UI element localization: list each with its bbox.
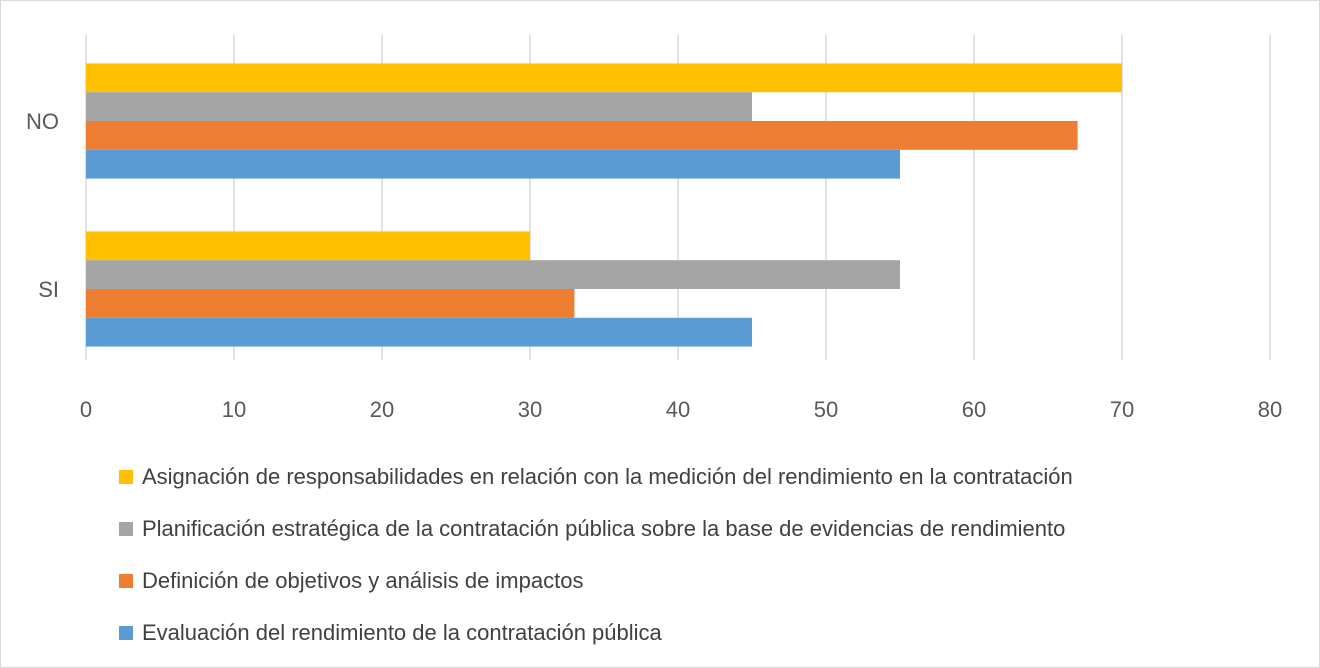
x-tick-label: 20: [370, 397, 394, 422]
legend-item: Evaluación del rendimiento de la contrat…: [119, 607, 1073, 659]
x-tick-label: 30: [518, 397, 542, 422]
y-category-label: NO: [26, 109, 59, 134]
x-tick-label: 10: [222, 397, 246, 422]
legend-item: Definición de objetivos y análisis de im…: [119, 555, 1073, 607]
legend-swatch: [119, 522, 133, 536]
x-tick-label: 70: [1110, 397, 1134, 422]
x-tick-label: 50: [814, 397, 838, 422]
legend-swatch: [119, 470, 133, 484]
legend-label: Planificación estratégica de la contrata…: [142, 516, 1066, 541]
legend-item: Planificación estratégica de la contrata…: [119, 503, 1073, 555]
legend-label: Evaluación del rendimiento de la contrat…: [142, 620, 662, 645]
legend: Asignación de responsabilidades en relac…: [119, 451, 1073, 659]
legend-label: Definición de objetivos y análisis de im…: [142, 568, 584, 593]
bar-si-series-0: [86, 317, 752, 347]
bar-chart: 0 10 20 30 40 50 60 70 80 NO SI: [26, 35, 1282, 422]
bar-si-series-3: [86, 231, 530, 261]
x-tick-label: 40: [666, 397, 690, 422]
legend-swatch: [119, 574, 133, 588]
y-category-label: SI: [38, 277, 59, 302]
x-tick-label: 60: [962, 397, 986, 422]
bar-no-series-3: [86, 63, 1122, 93]
legend-item: Asignación de responsabilidades en relac…: [119, 451, 1073, 503]
bar-no-series-0: [86, 149, 900, 179]
bar-si-series-2: [86, 260, 900, 289]
bar-si-series-1: [86, 289, 575, 318]
x-tick-label: 80: [1258, 397, 1282, 422]
legend-label: Asignación de responsabilidades en relac…: [142, 464, 1073, 489]
bar-no-series-1: [86, 121, 1078, 150]
bar-no-series-2: [86, 92, 752, 121]
legend-swatch: [119, 626, 133, 640]
x-tick-label: 0: [80, 397, 92, 422]
